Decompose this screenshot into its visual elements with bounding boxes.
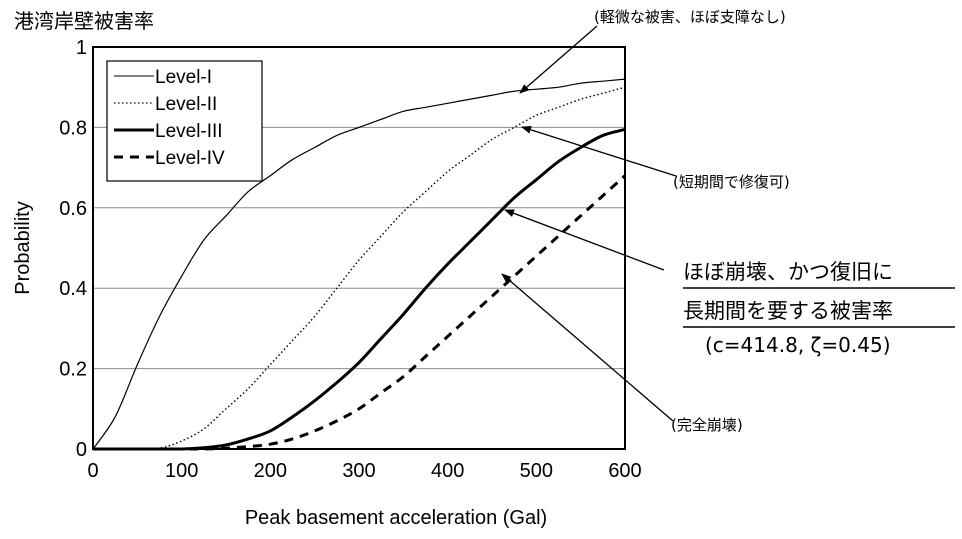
series-line-level-4 (93, 174, 627, 451)
annotation-total-collapse: (完全崩壊) (671, 416, 743, 434)
y-tick-label: 0.4 (59, 278, 87, 300)
x-tick-label: 0 (87, 460, 98, 482)
legend-label-level-4: Level-IV (155, 148, 225, 169)
series-line-level-2 (93, 86, 626, 450)
chart-title: 港湾岸壁被害率 (14, 9, 154, 33)
x-tick-label: 300 (342, 460, 375, 482)
legend-box (106, 60, 263, 182)
legend-label-level-3: Level-III (155, 121, 223, 142)
series-line-level-1 (92, 78, 626, 450)
legend: Level-I Level-II Level-III Level-IV (106, 60, 263, 182)
annotations: (軽微な被害、ほぼ支障なし) (短期間で修復可) ほぼ崩壊、かつ復旧に 長期間を… (501, 8, 955, 434)
annotation-collapse-line1: ほぼ崩壊、かつ復旧に (683, 260, 893, 284)
x-tick-label: 500 (520, 460, 553, 482)
x-axis-label: Peak basement acceleration (Gal) (245, 507, 547, 529)
annotation-collapse-params: (c=414.8, ζ=0.45) (705, 333, 891, 357)
y-tick-labels: 0 0.2 0.4 0.6 0.8 1 (59, 37, 87, 461)
y-axis-label: Probability (12, 201, 34, 294)
annotation-minor-damage: (軽微な被害、ほぼ支障なし) (594, 8, 786, 26)
y-tick-label: 0.8 (59, 117, 87, 139)
arrow-short-repair (521, 125, 677, 177)
arrow-total-collapse (501, 273, 674, 422)
arrow-minor-damage (519, 25, 598, 94)
y-tick-label: 0 (76, 439, 87, 461)
legend-label-level-1: Level-I (155, 67, 212, 88)
annotation-short-repair: (短期間で修復可) (673, 173, 790, 191)
x-tick-labels: 0 100 200 300 400 500 600 (87, 460, 641, 482)
x-tick-label: 600 (608, 460, 641, 482)
y-tick-label: 0.6 (59, 198, 87, 220)
y-tick-label: 0.2 (59, 359, 87, 381)
annotation-collapse-line2: 長期間を要する被害率 (683, 299, 893, 323)
x-tick-label: 100 (165, 460, 198, 482)
x-tick-label: 400 (431, 460, 464, 482)
arrow-collapse (504, 209, 665, 271)
legend-label-level-2: Level-II (155, 94, 217, 115)
plot-frame (92, 46, 626, 450)
x-tick-label: 200 (254, 460, 287, 482)
y-tick-label: 1 (76, 37, 87, 59)
